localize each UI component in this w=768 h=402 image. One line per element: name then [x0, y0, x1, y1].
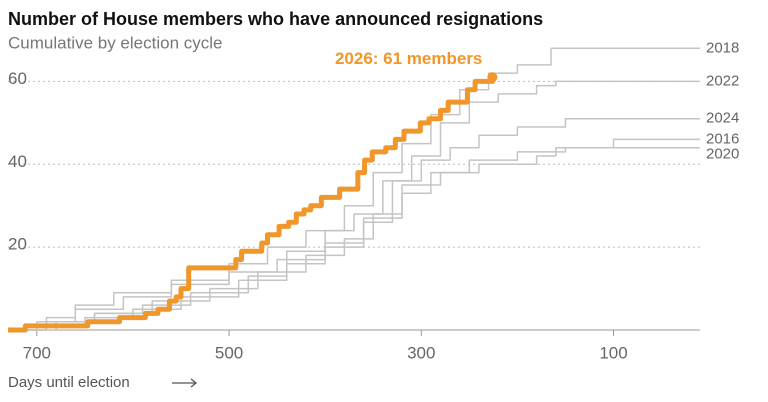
step-line: [8, 138, 700, 331]
step-line: [8, 77, 495, 333]
y-tick-label: 60: [8, 69, 27, 88]
x-tick-label: 700: [23, 343, 51, 362]
series-label: 2024: [706, 110, 739, 127]
end-point: [487, 72, 498, 83]
series-label: 2022: [706, 72, 739, 89]
x-tick-label: 500: [215, 343, 243, 362]
x-tick-label: 300: [407, 343, 435, 362]
step-line: [8, 80, 700, 331]
step-line: [8, 146, 700, 331]
annotation: 2026: 61 members: [335, 49, 482, 68]
series-label: 2020: [706, 145, 739, 162]
series-label: 2018: [706, 39, 739, 56]
y-tick-label: 40: [8, 152, 27, 171]
chart-subtitle: Cumulative by election cycle: [8, 33, 222, 52]
y-tick-label: 20: [8, 235, 27, 254]
x-axis-label: Days until election: [8, 374, 130, 391]
x-tick-label: 100: [599, 343, 627, 362]
arrow: [172, 378, 198, 388]
chart-title: Number of House members who have announc…: [8, 9, 543, 29]
series-label: 2016: [706, 130, 739, 147]
